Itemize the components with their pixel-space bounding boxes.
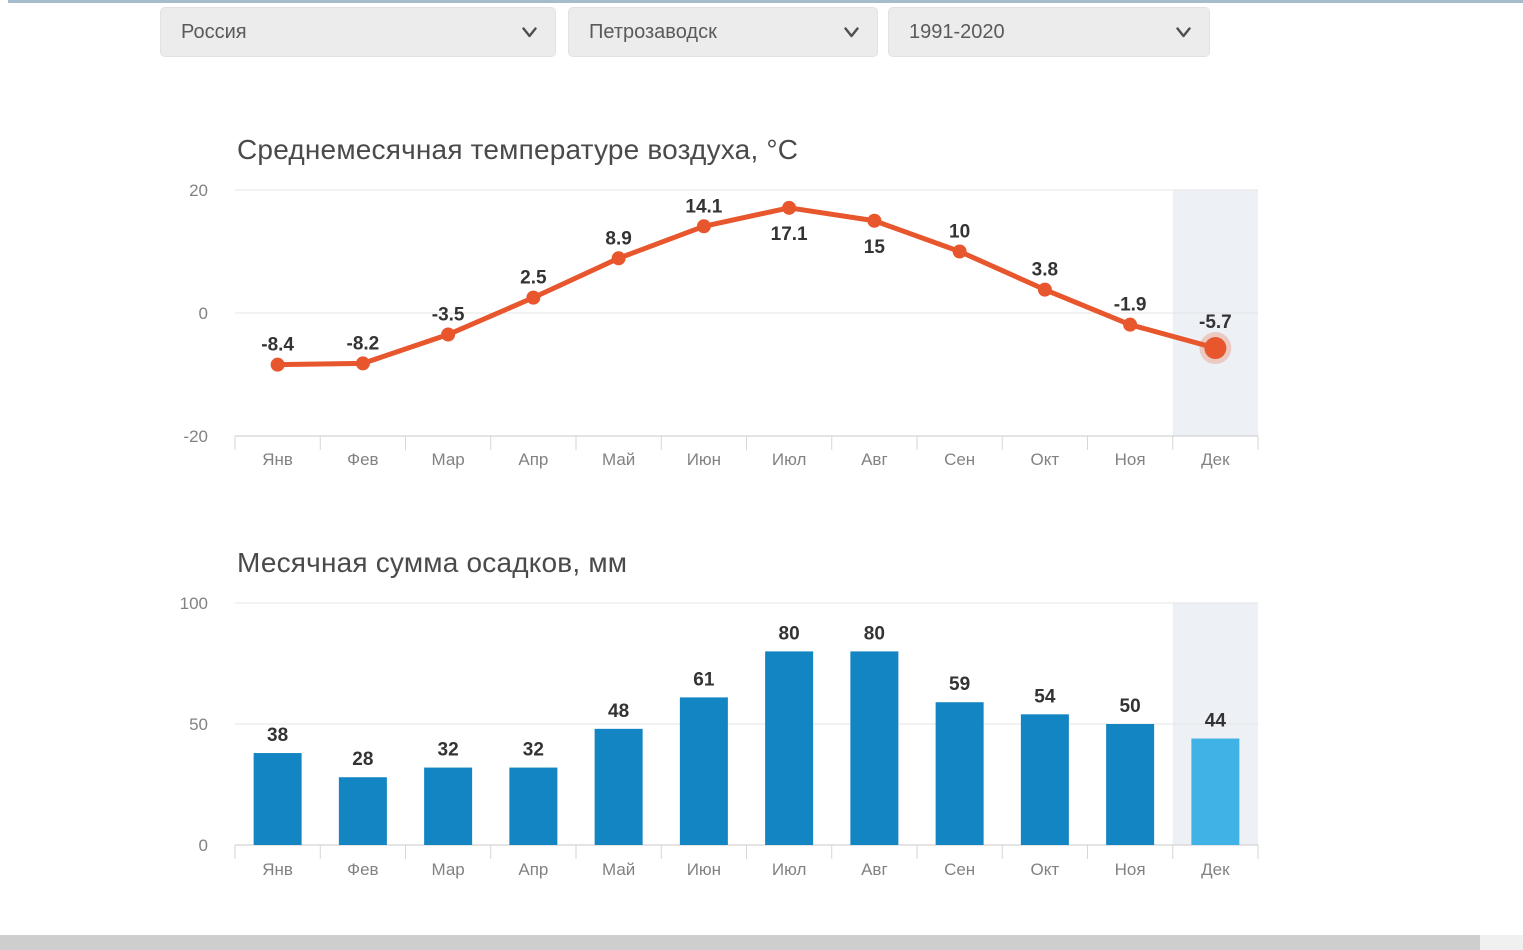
x-axis-label: Апр <box>518 860 548 879</box>
bar-Май[interactable] <box>594 728 643 845</box>
x-axis-label: Мар <box>431 860 464 879</box>
data-point-Июл[interactable] <box>782 200 797 215</box>
x-axis-label: Июн <box>687 860 721 879</box>
chevron-down-icon <box>522 26 537 37</box>
country-select[interactable]: Россия <box>160 7 556 57</box>
data-point-Окт[interactable] <box>1037 282 1052 297</box>
y-axis-label: 20 <box>189 181 208 200</box>
y-axis-label: 0 <box>199 304 208 323</box>
data-point-Авг[interactable] <box>867 213 882 228</box>
data-point-Апр[interactable] <box>526 290 541 305</box>
bar-value-label: 32 <box>523 740 544 761</box>
bar-value-label: 54 <box>1034 686 1056 707</box>
bar-value-label: 28 <box>352 749 373 770</box>
data-point-Ноя[interactable] <box>1123 317 1138 332</box>
bar-Фев[interactable] <box>338 777 387 845</box>
precipitation-chart-title: Месячная сумма осадков, мм <box>237 547 628 578</box>
x-axis-label: Фев <box>347 860 378 879</box>
x-axis-label: Май <box>602 450 635 469</box>
country-select-value: Россия <box>181 20 247 43</box>
point-value-label: 14.1 <box>685 196 722 217</box>
y-axis-label: 100 <box>180 594 208 613</box>
bar-value-label: 61 <box>693 669 715 690</box>
chevron-down-icon <box>1176 26 1191 37</box>
data-point-Фев[interactable] <box>355 356 370 371</box>
point-value-label: 8.9 <box>605 228 631 249</box>
x-axis-label: Дек <box>1201 860 1230 879</box>
x-axis-label: Янв <box>262 450 293 469</box>
temperature-chart-title: Среднемесячная температуре воздуха, °C <box>237 134 799 165</box>
data-point-Янв[interactable] <box>270 357 285 372</box>
period-select-value: 1991-2020 <box>909 20 1005 43</box>
x-axis-label: Сен <box>944 450 975 469</box>
point-value-label: -3.5 <box>432 305 465 326</box>
x-axis-label: Май <box>602 860 635 879</box>
x-axis-label: Сен <box>944 860 975 879</box>
bar-Окт[interactable] <box>1020 714 1069 845</box>
x-axis-label: Авг <box>861 450 888 469</box>
bar-value-label: 38 <box>267 725 288 746</box>
bar-Ноя[interactable] <box>1106 724 1155 845</box>
chevron-down-icon <box>844 26 859 37</box>
y-axis-label: 0 <box>199 836 208 855</box>
x-axis-label: Фев <box>347 450 378 469</box>
precipitation-bar-chart: 100 50 0 Янв Фев Мар Апр Май Июн Июл Авг Сен Окт Ноя Д… <box>180 594 1259 879</box>
bar-value-label: 50 <box>1120 696 1141 717</box>
data-point-Сен[interactable] <box>952 244 967 259</box>
bar-value-label: 48 <box>608 701 629 722</box>
temperature-line-chart: 20 0 -20 Янв Фев Мар Апр Май Июн Июл Авг Сен Окт Ноя Д… <box>183 181 1259 469</box>
point-value-label: 15 <box>864 237 886 258</box>
y-axis-label: -20 <box>183 427 208 446</box>
data-point-Июн[interactable] <box>696 219 711 234</box>
y-axis-label: 50 <box>189 715 208 734</box>
data-point-Дек[interactable] <box>1204 337 1227 360</box>
x-axis-label: Апр <box>518 450 548 469</box>
bar-Апр[interactable] <box>509 767 558 845</box>
point-value-label: 3.8 <box>1032 260 1058 281</box>
city-select[interactable]: Петрозаводск <box>568 7 878 57</box>
x-axis-label: Июн <box>687 450 721 469</box>
x-axis-label: Июл <box>772 860 807 879</box>
point-value-label: -8.4 <box>261 335 294 356</box>
bar-Июл[interactable] <box>765 651 814 845</box>
x-axis-label: Янв <box>262 860 293 879</box>
data-point-Май[interactable] <box>611 251 626 266</box>
bar-Сен[interactable] <box>935 702 984 845</box>
point-value-label: -1.9 <box>1114 295 1147 316</box>
x-axis-label: Дек <box>1201 450 1230 469</box>
bar-value-label: 80 <box>779 623 800 644</box>
top-border <box>8 0 1523 3</box>
filters-bar: Россия Петрозаводск 1991-2020 <box>0 0 1523 62</box>
x-axis-label: Ноя <box>1115 450 1146 469</box>
bar-value-label: 80 <box>864 623 885 644</box>
x-axis-label: Окт <box>1031 860 1060 879</box>
data-point-Мар[interactable] <box>441 327 456 342</box>
point-value-label: -8.2 <box>347 333 380 354</box>
x-axis-label: Июл <box>772 450 807 469</box>
bar-Июн[interactable] <box>679 697 728 845</box>
scrollbar-thumb[interactable] <box>0 935 1480 950</box>
x-axis-label: Авг <box>861 860 888 879</box>
bar-Дек[interactable] <box>1191 738 1240 845</box>
bar-value-label: 44 <box>1205 711 1227 732</box>
horizontal-scrollbar <box>0 935 1523 950</box>
period-select[interactable]: 1991-2020 <box>888 7 1210 57</box>
bar-Мар[interactable] <box>424 767 473 845</box>
point-value-label: 17.1 <box>771 224 808 245</box>
point-value-label: 10 <box>949 222 970 243</box>
bar-Янв[interactable] <box>253 753 302 845</box>
temperature-line <box>275 205 1218 368</box>
bar-value-label: 32 <box>438 740 459 761</box>
x-axis-label: Мар <box>431 450 464 469</box>
bar-Авг[interactable] <box>850 651 899 845</box>
city-select-value: Петрозаводск <box>589 20 717 43</box>
bar-value-label: 59 <box>949 674 970 695</box>
x-axis-label: Окт <box>1031 450 1060 469</box>
point-value-label: 2.5 <box>520 268 547 289</box>
x-axis-label: Ноя <box>1115 860 1146 879</box>
point-value-label: -5.7 <box>1199 312 1232 333</box>
